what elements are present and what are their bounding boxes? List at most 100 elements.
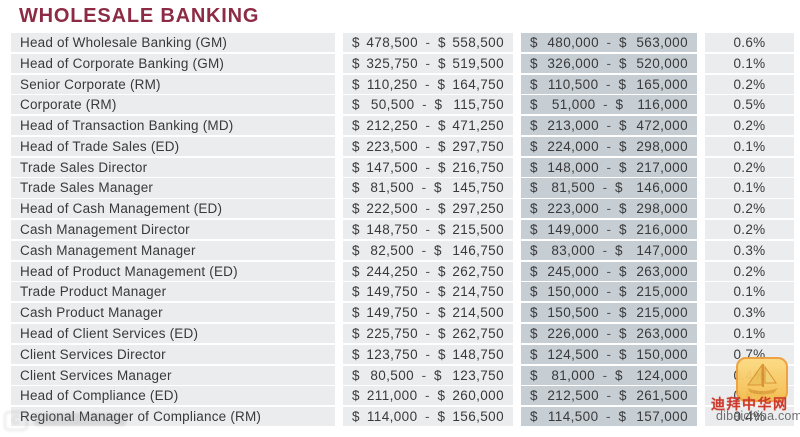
salary-max: 217,000 — [636, 159, 688, 175]
currency-symbol: $ — [352, 55, 360, 71]
salary-range-primary: $123,750- $148,750 — [343, 344, 513, 364]
range-separator: - — [606, 159, 612, 175]
currency-symbol: $ — [437, 76, 446, 92]
salary-range-primary: $149,750- $214,750 — [343, 282, 513, 302]
salary-max: 147,000 — [636, 242, 688, 258]
currency-symbol: $ — [438, 118, 446, 134]
salary-min: 326,000 — [547, 55, 599, 71]
currency-symbol: $ — [619, 305, 627, 321]
range-separator: - — [602, 180, 608, 196]
range-separator: - — [425, 346, 431, 362]
currency-symbol: $ — [619, 325, 627, 341]
currency-symbol: $ — [530, 367, 538, 383]
salary-min: 213,000 — [547, 118, 599, 134]
currency-symbol: $ — [352, 118, 360, 134]
role-label: Head of Transaction Banking (MD) — [11, 116, 335, 136]
currency-symbol: $ — [619, 138, 627, 154]
range-separator: - — [421, 367, 427, 383]
currency-symbol: $ — [438, 55, 446, 71]
range-separator: - — [425, 201, 431, 217]
sailboat-logo — [736, 357, 788, 402]
currency-symbol: $ — [530, 388, 538, 404]
salary-max: 263,000 — [636, 325, 688, 341]
salary-range-primary: $211,000- $260,000 — [343, 386, 513, 406]
salary-max: 298,000 — [636, 201, 688, 217]
salary-range-primary: $110,250- $164,750 — [343, 74, 513, 94]
currency-symbol: $ — [438, 201, 446, 217]
currency-symbol: $ — [619, 346, 627, 362]
salary-min: 150,500 — [547, 305, 599, 321]
currency-symbol: $ — [437, 388, 446, 404]
currency-symbol: $ — [434, 180, 442, 196]
salary-range-secondary: $81,000- $124,000 — [521, 365, 697, 385]
salary-min: 224,000 — [547, 138, 599, 154]
salary-min: 150,000 — [547, 284, 599, 300]
salary-min: 226,000 — [547, 325, 599, 341]
role-label: Senior Corporate (RM) — [11, 74, 335, 94]
currency-symbol: $ — [530, 284, 538, 300]
role-label: Head of Product Management (ED) — [11, 261, 335, 281]
range-separator: - — [425, 325, 431, 341]
currency-symbol: $ — [530, 346, 538, 362]
salary-range-secondary: $326,000- $520,000 — [521, 53, 697, 73]
salary-max: 148,750 — [452, 346, 504, 362]
salary-min: 212,500 — [547, 388, 599, 404]
range-separator: - — [606, 346, 612, 362]
currency-symbol: $ — [438, 325, 446, 341]
role-label: Client Services Manager — [11, 365, 335, 385]
role-label: Head of Cash Management (ED) — [11, 199, 335, 219]
salary-range-primary: $82,500- $146,750 — [343, 240, 513, 260]
salary-range-primary: $244,250- $262,750 — [343, 261, 513, 281]
salary-min: 225,750 — [366, 325, 418, 341]
salary-max: 115,750 — [453, 97, 504, 113]
salary-range-secondary: $114,500- $157,000 — [521, 407, 697, 427]
salary-min: 148,750 — [366, 222, 418, 238]
salary-max: 146,750 — [452, 242, 504, 258]
currency-symbol: $ — [438, 284, 446, 300]
currency-symbol: $ — [530, 159, 538, 175]
salary-max: 472,000 — [636, 118, 688, 134]
salary-min: 480,000 — [547, 35, 599, 50]
currency-symbol: $ — [352, 284, 360, 300]
currency-symbol: $ — [352, 305, 360, 321]
currency-symbol: $ — [438, 263, 446, 279]
salary-range-secondary: $51,000- $116,000 — [521, 95, 697, 115]
salary-max: 262,750 — [452, 325, 504, 341]
salary-range-primary: $212,250- $471,250 — [343, 116, 513, 136]
currency-symbol: $ — [530, 55, 538, 71]
salary-range-secondary: $480,000- $563,000 — [521, 33, 697, 53]
percent-value: 0.5% — [705, 95, 794, 115]
salary-min: 81,500 — [370, 180, 415, 196]
salary-range-secondary: $223,000- $298,000 — [521, 199, 697, 219]
percent-value: 0.2% — [705, 199, 794, 219]
salary-table: Head of Wholesale Banking (GM) $478,500-… — [11, 33, 794, 427]
currency-symbol: $ — [438, 138, 446, 154]
salary-min: 81,500 — [551, 180, 596, 196]
range-separator: - — [425, 409, 430, 425]
currency-symbol: $ — [530, 180, 538, 196]
currency-symbol: $ — [530, 118, 538, 134]
salary-min: 223,000 — [547, 201, 599, 217]
range-separator: - — [425, 55, 431, 71]
salary-max: 150,000 — [636, 346, 688, 362]
currency-symbol: $ — [438, 35, 446, 50]
currency-symbol: $ — [438, 305, 446, 321]
range-separator: - — [425, 222, 431, 238]
salary-max: 297,250 — [452, 201, 504, 217]
currency-symbol: $ — [615, 97, 624, 113]
currency-symbol: $ — [615, 367, 623, 383]
salary-max: 145,750 — [452, 180, 504, 196]
role-label: Regional Manager of Compliance (RM) — [11, 407, 335, 427]
salary-max: 214,500 — [452, 305, 504, 321]
salary-min: 244,250 — [366, 263, 418, 279]
currency-symbol: $ — [352, 325, 360, 341]
salary-min: 149,750 — [366, 284, 418, 300]
salary-range-secondary: $110,500- $165,000 — [521, 74, 697, 94]
salary-min: 110,250 — [366, 76, 418, 92]
watermark-site-url: dibaichina.com — [716, 409, 800, 423]
salary-range-primary: $325,750- $519,500 — [343, 53, 513, 73]
salary-min: 325,750 — [366, 55, 418, 71]
currency-symbol: $ — [352, 409, 360, 425]
role-label: Head of Wholesale Banking (GM) — [11, 33, 335, 53]
currency-symbol: $ — [434, 97, 443, 113]
